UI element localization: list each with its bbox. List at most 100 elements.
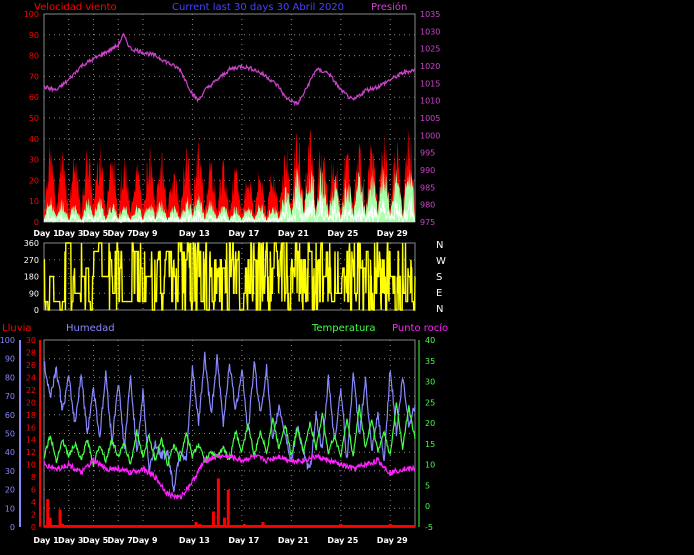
- humidity-ytick-label: 30: [5, 467, 15, 476]
- temperature-ytick-label: 20: [425, 419, 435, 428]
- wind-ytick-label: 80: [29, 52, 39, 61]
- pressure-ytick-label: 1010: [420, 97, 440, 106]
- temperature-ytick-label: -5: [425, 523, 433, 532]
- rain-ytick-label: 10: [26, 461, 36, 470]
- humidity-ytick-label: 70: [5, 392, 15, 401]
- humidity-xtick-label: Day 9: [132, 536, 158, 545]
- rain-ytick-label: 16: [26, 423, 36, 432]
- rain-ytick-label: 26: [26, 361, 36, 370]
- wind-xtick-label: Day 9: [132, 229, 158, 238]
- wind-xtick-label: Day 7: [108, 229, 133, 238]
- compass-label: N: [436, 240, 443, 251]
- compass-label: S: [436, 272, 442, 283]
- rain-ytick-label: 14: [26, 436, 36, 445]
- wind-xtick-label: Day 17: [228, 229, 259, 238]
- wind-ytick-label: 50: [29, 114, 39, 123]
- humidity-xtick-label: Day 1: [33, 536, 59, 545]
- wind-xtick-label: Day 13: [179, 229, 210, 238]
- pressure-ytick-label: 985: [420, 183, 435, 192]
- wind-direction-series: [43, 242, 416, 311]
- rain-label: Lluvia: [2, 323, 32, 334]
- rain-ytick-label: 12: [26, 448, 36, 457]
- pressure-ytick-label: 1005: [420, 114, 440, 123]
- temperature-ytick-label: 30: [425, 378, 435, 387]
- humidity-xtick-label: Day 21: [278, 536, 309, 545]
- direction-ytick-label: 270: [24, 256, 39, 265]
- humidity-xtick-label: Day 13: [179, 536, 210, 545]
- pressure-ytick-label: 980: [420, 201, 435, 210]
- wind-xtick-label: Day 3: [58, 229, 83, 238]
- temperature-ytick-label: 40: [425, 336, 435, 345]
- rain-ytick-label: 4: [31, 498, 36, 507]
- humidity-ytick-label: 100: [0, 336, 15, 345]
- direction-ytick-label: 0: [34, 306, 39, 315]
- dewpoint-label: Punto rocío: [392, 322, 448, 334]
- direction-ytick-label: 360: [24, 239, 39, 248]
- wind-ytick-label: 70: [29, 72, 39, 81]
- wind-ytick-label: 100: [24, 10, 39, 19]
- pressure-ytick-label: 1000: [420, 131, 440, 140]
- humidity-label: Humedad: [66, 323, 115, 334]
- humidity-xtick-label: Day 25: [327, 536, 358, 545]
- temperature-series: [43, 402, 416, 467]
- wind-average-series: [43, 195, 416, 224]
- humidity-ytick-label: 10: [5, 504, 15, 513]
- humidity-xtick-label: Day 29: [377, 536, 408, 545]
- humidity-ytick-label: 90: [5, 355, 15, 364]
- wind-xtick-label: Day 5: [83, 229, 109, 238]
- direction-ytick-label: 180: [24, 273, 39, 282]
- rain-ytick-label: 22: [26, 386, 36, 395]
- pressure-ytick-label: 975: [420, 218, 435, 227]
- compass-label: E: [436, 288, 442, 299]
- rain-ytick-label: 8: [31, 473, 36, 482]
- wind-ytick-label: 10: [29, 197, 39, 206]
- temperature-ytick-label: 35: [425, 357, 435, 366]
- wind-ytick-label: 0: [34, 218, 39, 227]
- wind-ytick-label: 40: [29, 135, 39, 144]
- pressure-ytick-label: 1015: [420, 79, 440, 88]
- humidity-xtick-label: Day 7: [108, 536, 133, 545]
- wind-ytick-label: 20: [29, 176, 39, 185]
- humidity-series: [43, 351, 416, 493]
- rain-ytick-label: 24: [26, 373, 36, 382]
- humidity-xtick-label: Day 17: [228, 536, 259, 545]
- pressure-ytick-label: 1025: [420, 45, 440, 54]
- temperature-ytick-label: 15: [425, 440, 435, 449]
- wind-ytick-label: 90: [29, 31, 39, 40]
- humidity-ytick-label: 60: [5, 411, 15, 420]
- rain-ytick-label: 30: [26, 336, 36, 345]
- rain-ytick-label: 0: [31, 523, 36, 532]
- humidity-ytick-label: 40: [5, 448, 15, 457]
- date-range-title: Current last 30 days 30 Abril 2020: [172, 2, 344, 13]
- pressure-ytick-label: 1030: [420, 27, 440, 36]
- humidity-xtick-label: Day 3: [58, 536, 83, 545]
- pressure-ytick-label: 1020: [420, 62, 440, 71]
- compass-label: W: [436, 256, 446, 267]
- wind-xtick-label: Day 29: [377, 229, 408, 238]
- temperature-ytick-label: 5: [425, 481, 430, 490]
- wind-xtick-label: Day 21: [278, 229, 309, 238]
- rain-ytick-label: 2: [31, 511, 36, 520]
- pressure-ytick-label: 990: [420, 166, 435, 175]
- wind-xtick-label: Day 25: [327, 229, 358, 238]
- humidity-ytick-label: 0: [10, 523, 15, 532]
- wind-xtick-label: Day 1: [33, 229, 59, 238]
- temperature-ytick-label: 0: [425, 502, 430, 511]
- humidity-ytick-label: 20: [5, 486, 15, 495]
- temperature-ytick-label: 10: [425, 461, 435, 470]
- temperature-ytick-label: 25: [425, 398, 435, 407]
- temperature-label: Temperatura: [311, 323, 376, 334]
- pressure-ytick-label: 1035: [420, 10, 440, 19]
- compass-label: N: [436, 304, 443, 315]
- humidity-xtick-label: Day 5: [83, 536, 109, 545]
- wind-speed-title: Velocidad viento: [34, 2, 117, 13]
- rain-ytick-label: 6: [31, 486, 36, 495]
- wind-ytick-label: 60: [29, 93, 39, 102]
- wind-ytick-label: 30: [29, 156, 39, 165]
- rain-ytick-label: 28: [26, 348, 36, 357]
- direction-ytick-label: 90: [29, 289, 39, 298]
- humidity-ytick-label: 50: [5, 430, 15, 439]
- rain-ytick-label: 18: [26, 411, 36, 420]
- pressure-ytick-label: 995: [420, 149, 435, 158]
